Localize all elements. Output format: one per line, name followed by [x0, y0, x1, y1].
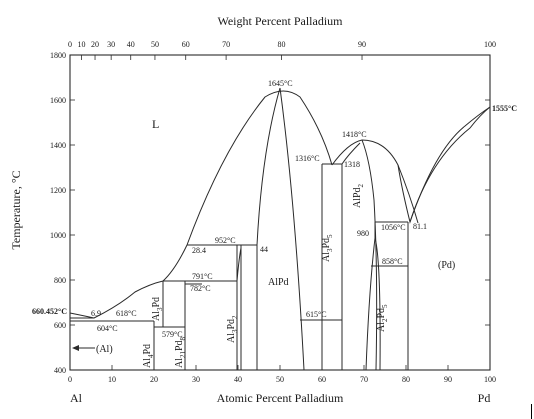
top-tick-label: 60: [182, 40, 190, 49]
comp-1318: 1318: [344, 160, 360, 169]
comp-81-1: 81.1: [413, 222, 427, 231]
y-tick-label: 1800: [50, 51, 66, 60]
comp-44: 44: [260, 245, 268, 254]
temp-782: 782°C: [190, 284, 211, 293]
plot-frame: [69, 54, 491, 371]
phase-al4pd: Al4Pd: [142, 344, 155, 368]
phase-al3pd-rotated: Al3Pd: [151, 297, 164, 321]
alpd2-right: [361, 139, 378, 371]
top-tick-label: 80: [277, 40, 285, 49]
bottom-tick-label: 10: [108, 375, 116, 384]
y-tick-label: 1000: [50, 231, 66, 240]
melt-pd: 1555°C: [492, 104, 517, 113]
top-tick-label: 30: [107, 40, 115, 49]
bottom-axis-title: Atomic Percent Palladium: [217, 391, 344, 405]
pd-solidus: [397, 106, 491, 224]
y-tick-label: 400: [54, 366, 66, 375]
bottom-tick-label: 60: [318, 375, 326, 384]
al3pd2-dome: [236, 247, 242, 282]
temp-791: 791°C: [192, 272, 213, 281]
bottom-tick-label: 40: [234, 375, 242, 384]
phase-al2pd5: Al2Pd5: [376, 304, 389, 332]
temp-615: 615°C: [306, 310, 327, 319]
top-axis-ticks: 0 10 20 30 40 50 60 70 80 90 100: [68, 40, 496, 60]
phase-al21pd8: Al21Pd8: [174, 336, 187, 368]
comp-28-4: 28.4: [192, 246, 206, 255]
pd-liquidus: [409, 106, 491, 223]
y-tick-label: 1200: [50, 186, 66, 195]
temp-604: 604°C: [97, 324, 118, 333]
top-axis-title: Weight Percent Palladium: [217, 14, 343, 28]
left-element-label: Al: [70, 391, 83, 405]
y-tick-label: 1600: [50, 96, 66, 105]
temp-858: 858°C: [382, 257, 403, 266]
y-tick-label: 600: [54, 321, 66, 330]
phase-alpd: AlPd: [268, 277, 289, 288]
temp-618: 618°C: [116, 309, 137, 318]
right-element-label: Pd: [478, 391, 491, 405]
top-tick-label: 90: [358, 40, 366, 49]
bottom-tick-label: 70: [360, 375, 368, 384]
bottom-tick-label: 20: [150, 375, 158, 384]
al-solid-arrowhead: [72, 345, 79, 351]
temp-1418: 1418°C: [342, 130, 367, 139]
bottom-tick-label: 80: [402, 375, 410, 384]
phase-al-solid: (Al): [96, 344, 113, 355]
phase-boundaries: [69, 87, 491, 371]
bottom-axis-ticks: 0 10 20 30 40 50 60 70 80 90 100: [68, 365, 496, 384]
bottom-tick-label: 0: [68, 375, 72, 384]
top-tick-label: 100: [484, 40, 496, 49]
y-tick-label: 1400: [50, 141, 66, 150]
top-tick-label: 20: [91, 40, 99, 49]
phase-liquid: L: [152, 117, 159, 131]
alpd-liquidus: [186, 90, 333, 246]
alpd2-liquidus: [331, 139, 419, 224]
bottom-tick-label: 100: [484, 375, 496, 384]
top-tick-label: 0: [68, 40, 72, 49]
bottom-tick-label: 50: [276, 375, 284, 384]
top-tick-label: 50: [151, 40, 159, 49]
temp-1056: 1056°C: [381, 223, 406, 232]
y-tick-label: 800: [54, 276, 66, 285]
top-tick-label: 40: [127, 40, 135, 49]
temp-1316: 1316°C: [295, 154, 320, 163]
al-liquidus: [69, 280, 164, 319]
phase-al3pd5: Al3Pd5: [321, 234, 334, 262]
alpd-right-solvus: [279, 87, 305, 371]
al2pd5-dome: [365, 237, 381, 371]
liquidus-mid: [162, 244, 188, 282]
melt-al: 660.452°C: [32, 307, 67, 316]
bottom-tick-label: 30: [192, 375, 200, 384]
top-tick-label: 70: [222, 40, 230, 49]
temp-579: 579°C: [162, 330, 183, 339]
alpd2-left: [341, 142, 361, 165]
temp-980: 980: [357, 229, 369, 238]
bottom-tick-label: 90: [444, 375, 452, 384]
temp-1645: 1645°C: [268, 79, 293, 88]
phase-alpd2: AlPd2: [352, 183, 365, 208]
alpd-left-solvus: [256, 87, 281, 246]
temp-952: 952°C: [215, 236, 236, 245]
y-axis-title: Temperature, °C: [9, 170, 23, 249]
y-axis-ticks: 1800 1600 1400 1200 1000 800 600 400: [50, 51, 490, 375]
phase-al3pd2: Al3Pd2: [226, 315, 239, 343]
corner-mark: [531, 404, 532, 419]
top-tick-label: 10: [78, 40, 86, 49]
comp-6-9: 6.9: [91, 309, 101, 318]
phase-pd-solid: (Pd): [438, 260, 455, 271]
